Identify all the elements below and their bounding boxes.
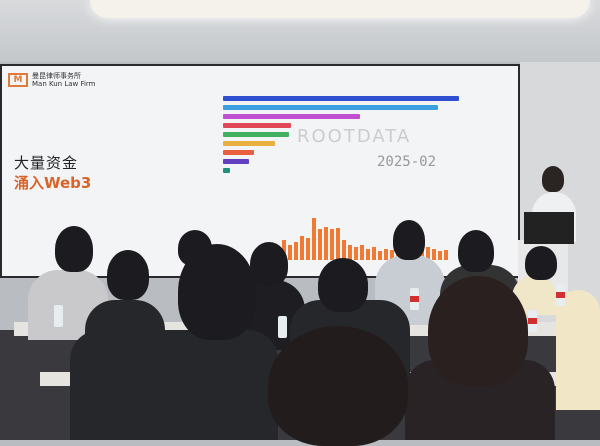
column <box>288 244 292 260</box>
audience-member <box>556 290 600 410</box>
headline-line2: 涌入Web3 <box>14 174 92 192</box>
logo-en: Man Kun Law Firm <box>32 80 96 88</box>
laptop <box>524 212 574 244</box>
bar <box>223 150 254 155</box>
logo-cn: 曼昆律师事务所 <box>32 72 81 80</box>
watermark: ROOTDATA <box>297 126 412 147</box>
audience-head <box>107 250 149 300</box>
column <box>306 238 310 260</box>
audience-head <box>55 226 93 272</box>
logo-mark-icon: M <box>8 73 28 87</box>
column <box>318 229 322 260</box>
column <box>390 250 394 260</box>
water-bottle <box>278 316 287 338</box>
column <box>426 246 430 260</box>
column <box>438 251 442 260</box>
chart-date: 2025-02 <box>377 154 437 170</box>
bar <box>223 132 290 137</box>
column <box>432 249 436 260</box>
column <box>366 249 370 260</box>
audience-head <box>458 230 494 272</box>
bottle-label <box>528 318 537 324</box>
column <box>312 218 316 260</box>
column <box>444 250 448 260</box>
column <box>384 249 388 260</box>
presenter-head <box>542 166 564 192</box>
column <box>336 228 340 260</box>
column <box>294 242 298 260</box>
water-bottle <box>54 305 63 327</box>
audience-head <box>428 276 528 386</box>
bottle-label <box>410 296 419 302</box>
column <box>300 235 304 260</box>
bar <box>223 168 231 173</box>
water-bottle <box>556 284 565 306</box>
audience-member <box>108 330 278 440</box>
column <box>348 244 352 260</box>
bottle-label <box>556 292 565 298</box>
bar-chart-race: ROOTDATA 2025-02 <box>207 74 467 184</box>
water-bottle <box>528 310 537 332</box>
bar <box>223 114 360 119</box>
headline-line1: 大量资金 <box>14 154 79 172</box>
bar <box>223 159 249 164</box>
column <box>342 240 346 260</box>
column <box>354 246 358 260</box>
audience-head <box>525 246 557 280</box>
column <box>330 229 334 260</box>
ceiling-light <box>90 0 590 18</box>
law-firm-logo: M 曼昆律师事务所 Man Kun Law Firm <box>8 72 96 88</box>
audience-head <box>268 326 408 446</box>
column <box>324 227 328 260</box>
column <box>360 244 364 260</box>
bar <box>223 105 438 110</box>
column <box>378 251 382 260</box>
bar <box>223 141 275 146</box>
bar <box>223 123 292 128</box>
audience-head <box>393 220 425 260</box>
bar <box>223 96 459 101</box>
water-bottle <box>410 288 419 310</box>
audience-head <box>178 244 256 340</box>
column <box>372 246 376 260</box>
audience-head <box>318 258 368 312</box>
audience-head <box>250 242 288 286</box>
